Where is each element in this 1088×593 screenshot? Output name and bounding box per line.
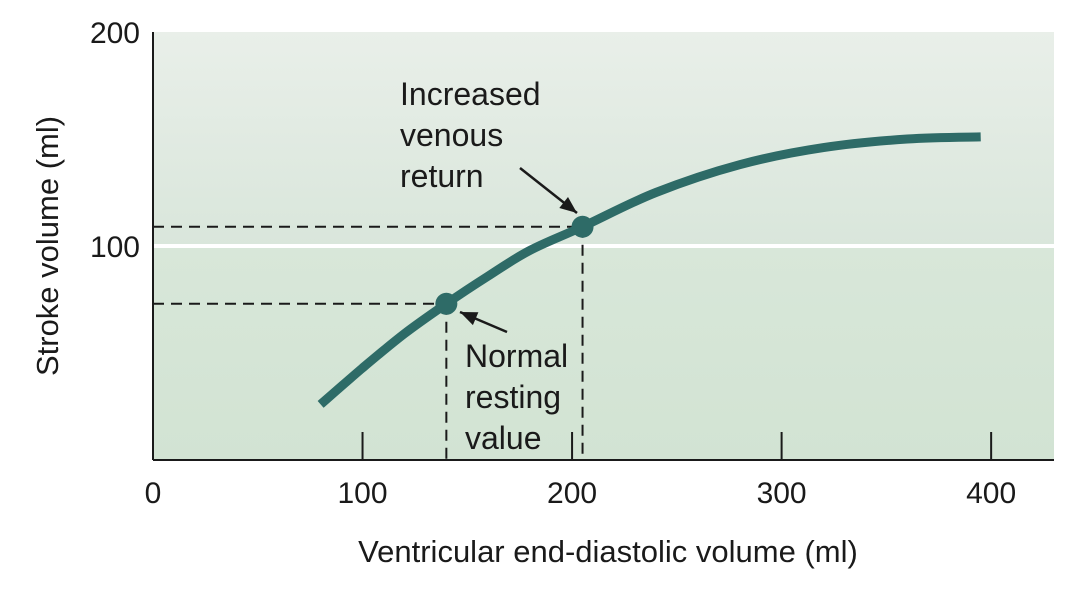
annotations: Normal resting value Increased venous return (400, 76, 568, 456)
annotation-increased-venous-return-line-1: Increased (400, 76, 541, 112)
annotation-normal-resting-line-2: resting (465, 379, 561, 415)
x-tick-label-100: 100 (338, 477, 388, 510)
point-increased-venous-return (571, 215, 594, 238)
x-axis-title: Ventricular end-diastolic volume (ml) (358, 534, 858, 569)
x-tick-label-200: 200 (547, 477, 597, 510)
x-tick-label-300: 300 (757, 477, 807, 510)
y-tick-label-200: 200 (90, 17, 140, 50)
annotation-normal-resting-line-1: Normal (465, 338, 568, 374)
x-tick-label-0: 0 (145, 477, 162, 510)
annotation-increased-venous-return-line-2: venous (400, 117, 503, 153)
x-tick-label-400: 400 (966, 477, 1016, 510)
point-normal-resting (435, 292, 458, 315)
increased-venous-return-arrow-head (559, 196, 577, 213)
data-points (435, 215, 594, 315)
normal-resting-arrow-head (460, 312, 479, 326)
y-tick-label-100: 100 (90, 231, 140, 264)
x-axis-tick-labels: 0 100 200 300 400 (145, 477, 1017, 510)
y-axis-title: Stroke volume (ml) (30, 116, 65, 376)
plot-background-lower (153, 246, 1054, 460)
annotation-normal-resting-line-3: value (465, 420, 542, 456)
annotation-increased-venous-return-line-3: return (400, 158, 484, 194)
y-axis-tick-labels: 100 200 (90, 17, 140, 264)
annotation-arrows (459, 167, 578, 334)
x-axis-ticks (361, 432, 993, 460)
dashed-guide-lines (153, 225, 584, 460)
